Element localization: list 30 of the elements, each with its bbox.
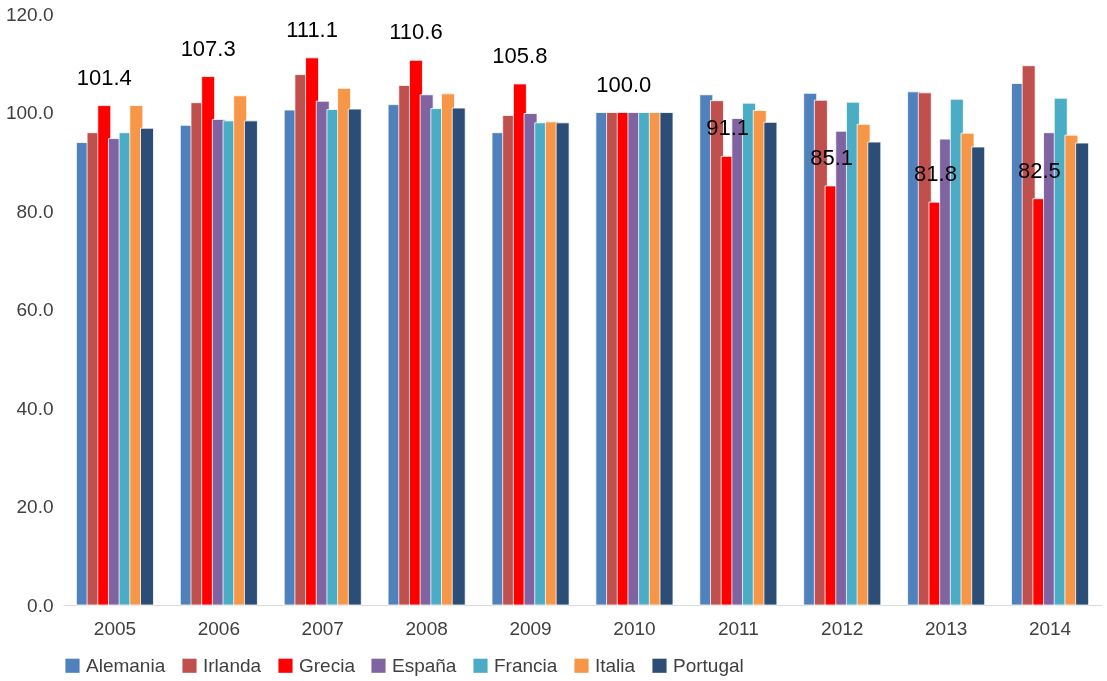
legend-label: Irlanda [203, 654, 262, 676]
y-tick-label: 60.0 [16, 299, 54, 320]
x-tick-label: 2007 [301, 617, 344, 639]
x-tick-label: 2010 [613, 617, 656, 639]
data-label: 100.0 [596, 71, 652, 97]
y-tick-label: 120.0 [5, 3, 54, 25]
x-tick-label: 2006 [197, 617, 240, 639]
x-tick-label: 2011 [717, 617, 759, 639]
legend-label: Grecia [299, 654, 356, 676]
x-tick-label: 2013 [925, 617, 968, 639]
data-label: 111.1 [286, 16, 338, 42]
legend-label: España [392, 654, 457, 676]
y-tick-label: 0.0 [27, 594, 54, 616]
x-tick-label: 2009 [509, 617, 552, 639]
data-label: 110.6 [389, 19, 443, 45]
legend-label: Alemania [86, 654, 166, 676]
legend-label: Francia [494, 654, 558, 676]
legend-label: Portugal [673, 654, 744, 676]
y-tick-label: 40.0 [16, 397, 54, 419]
x-tick-label: 2012 [821, 617, 864, 639]
x-tick-label: 2008 [405, 617, 448, 639]
data-label: 101.4 [76, 64, 132, 90]
x-tick-label: 2005 [93, 617, 137, 639]
x-tick-label: 2014 [1028, 617, 1072, 639]
y-tick-label: 80.0 [16, 200, 54, 222]
legend-label: Italia [595, 654, 636, 676]
data-label: 105.8 [492, 42, 548, 68]
data-label: 107.3 [180, 35, 236, 61]
y-tick-label: 20.0 [16, 496, 54, 517]
y-tick-label: 100.0 [5, 102, 54, 123]
